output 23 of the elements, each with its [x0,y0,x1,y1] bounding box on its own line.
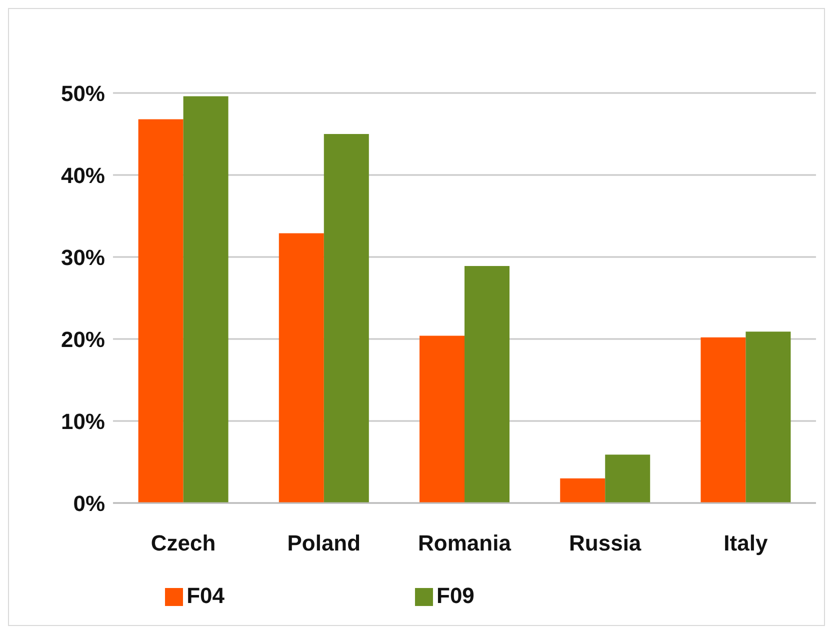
x-tick-label: Czech [150,530,216,556]
bar [700,337,746,503]
legend-label: F09 [436,583,474,608]
bar [138,119,184,503]
bar [278,233,324,503]
bar [605,454,650,503]
x-tick-label: Russia [569,530,642,556]
bar [324,134,369,503]
y-tick-label: 20% [60,326,105,352]
x-tick-label: Italy [724,530,768,556]
y-tick-label: 50% [60,80,105,106]
y-tick-label: 30% [60,244,105,270]
bar [183,96,228,503]
y-tick-label: 10% [60,408,105,434]
legend-label: F04 [186,583,224,608]
bar [420,336,465,503]
bar [464,266,510,503]
x-tick-label: Poland [287,530,361,556]
y-tick-label: 0% [73,490,105,516]
y-tick-label: 40% [60,162,105,188]
bar [746,332,791,503]
bar [560,478,606,503]
x-tick-label: Romania [418,530,512,556]
